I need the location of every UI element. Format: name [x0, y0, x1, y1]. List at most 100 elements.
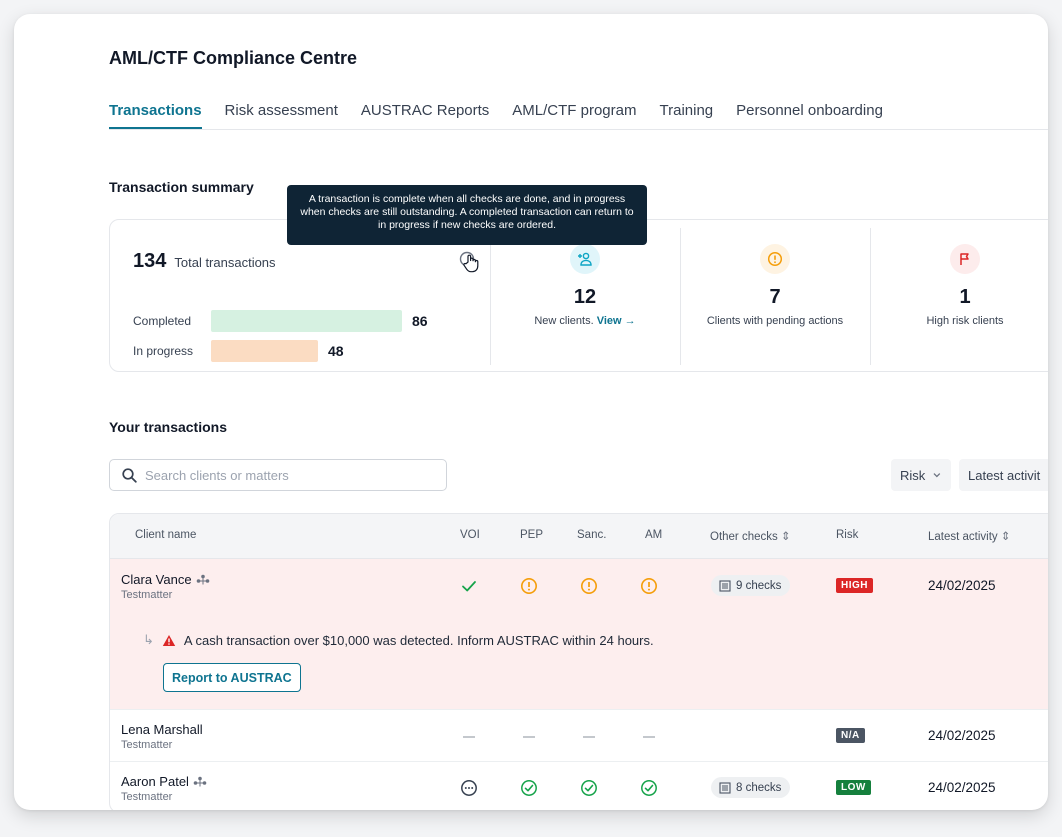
total-label: Total transactions: [174, 255, 276, 270]
latest-activity-date: 24/02/2025: [928, 578, 996, 593]
tab-austrac-reports[interactable]: AUSTRAC Reports: [360, 102, 490, 119]
latest-activity-date: 24/02/2025: [928, 780, 996, 795]
empty-dash: [643, 736, 655, 738]
transactions-table: Client name VOI PEP Sanc. AM Other check…: [109, 513, 1048, 810]
alert-message: ↳ A cash transaction over $10,000 was de…: [143, 632, 654, 648]
reply-arrow-icon: ↳: [143, 632, 154, 647]
completed-label: Completed: [133, 314, 192, 328]
linked-icon: [193, 776, 207, 786]
warning-circle-icon: [521, 578, 537, 594]
more-circle-icon: [461, 780, 477, 796]
search-icon: [122, 467, 137, 483]
client-name-wrap: Aaron Patel: [121, 774, 207, 789]
tab-aml-ctf-program[interactable]: AML/CTF program: [512, 102, 637, 119]
completed-bar: [211, 310, 402, 332]
total-count: 134: [133, 250, 167, 272]
in-progress-label: In progress: [133, 344, 194, 358]
client-name: Lena Marshall: [121, 722, 203, 737]
table-row[interactable]: Lena Marshall Testmatter N/A 24/02/2025: [110, 710, 1048, 762]
divider: [870, 228, 871, 365]
other-checks-pill[interactable]: 9 checks: [711, 575, 791, 596]
other-checks-label: Other checks: [710, 531, 778, 543]
tab-training[interactable]: Training: [659, 102, 714, 119]
warning-circle-icon: [641, 578, 657, 594]
stat-new-clients: 12 New clients. View →: [490, 228, 680, 365]
new-clients-label: New clients.: [534, 315, 594, 327]
matter-name: Testmatter: [121, 791, 173, 803]
latest-activity-date: 24/02/2025: [928, 728, 996, 743]
info-icon[interactable]: [457, 250, 481, 276]
check-circle-icon: [641, 780, 657, 796]
list-icon: [719, 781, 731, 794]
info-tooltip: A transaction is complete when all check…: [287, 185, 647, 245]
in-progress-value: 48: [328, 343, 344, 359]
other-checks-pill[interactable]: 8 checks: [711, 777, 791, 798]
table-header: Client name VOI PEP Sanc. AM Other check…: [110, 514, 1048, 559]
check-circle-icon: [581, 780, 597, 796]
completed-value: 86: [412, 313, 428, 329]
client-name: Aaron Patel: [121, 774, 189, 789]
col-pep: PEP: [520, 529, 544, 541]
check-icon: [462, 581, 476, 592]
latest-activity-label: Latest activity: [928, 531, 998, 543]
matter-name: Testmatter: [121, 589, 173, 601]
col-latest-activity[interactable]: Latest activity ⇕: [928, 529, 1011, 543]
sort-icon: ⇕: [780, 531, 791, 543]
client-cell: Aaron Patel Testmatter: [121, 774, 207, 803]
check-circle-icon: [521, 780, 537, 796]
risk-badge-low: LOW: [836, 780, 871, 795]
client-name-wrap: Clara Vance: [121, 572, 210, 587]
list-icon: [719, 579, 731, 592]
warning-circle-icon: [581, 578, 597, 594]
app-window: AML/CTF Compliance Centre Transactions R…: [14, 14, 1048, 810]
matter-name: Testmatter: [121, 739, 173, 751]
stat-pending-actions: 7 Clients with pending actions: [680, 228, 870, 365]
sort-icon: ⇕: [1000, 531, 1011, 543]
pending-actions-count: 7: [769, 286, 781, 308]
risk-filter-label: Risk: [900, 467, 926, 483]
chevron-down-icon: [933, 473, 941, 478]
pending-actions-label: Clients with pending actions: [706, 315, 844, 327]
table-row[interactable]: Aaron Patel Testmatter 8 checks LOW 24/0…: [110, 762, 1048, 810]
alert-circle-icon: [760, 244, 790, 274]
col-other-checks[interactable]: Other checks ⇕: [710, 529, 791, 543]
tab-transactions[interactable]: Transactions: [109, 102, 202, 129]
new-clients-count: 12: [573, 286, 597, 308]
client-cell: Clara Vance Testmatter: [121, 572, 210, 601]
linked-icon: [196, 574, 209, 584]
col-am: AM: [645, 529, 663, 541]
empty-dash: [583, 736, 595, 738]
risk-badge-high: HIGH: [836, 578, 873, 593]
tab-risk-assessment[interactable]: Risk assessment: [224, 102, 338, 119]
col-sanc: Sanc.: [577, 529, 607, 541]
search-placeholder: Search clients or matters: [145, 467, 289, 483]
latest-sort-label: Latest activit: [968, 467, 1041, 483]
high-risk-count: 1: [959, 286, 971, 308]
latest-activity-sort[interactable]: Latest activit: [959, 459, 1048, 491]
col-client-name: Client name: [135, 529, 197, 541]
completed-row: Completed 86: [133, 310, 428, 332]
tab-personnel-onboarding[interactable]: Personnel onboarding: [736, 102, 883, 119]
view-new-clients-link[interactable]: View →: [596, 315, 636, 327]
table-row[interactable]: Clara Vance Testmatter 9 checks HIGH 24/…: [110, 559, 1048, 710]
empty-dash: [523, 736, 535, 738]
high-risk-label: High risk clients: [926, 315, 1004, 327]
empty-dash: [463, 736, 475, 738]
col-risk: Risk: [836, 529, 859, 541]
alert-text: A cash transaction over $10,000 was dete…: [183, 632, 654, 648]
risk-filter-dropdown[interactable]: Risk: [891, 459, 951, 491]
total-transactions: 134 Total transactions: [133, 250, 276, 273]
checks-count: 8 checks: [736, 781, 782, 794]
divider: [680, 228, 681, 365]
in-progress-bar: [211, 340, 318, 362]
search-input[interactable]: Search clients or matters: [109, 459, 447, 491]
risk-badge-na: N/A: [836, 728, 865, 743]
checks-count: 9 checks: [736, 579, 782, 592]
client-name: Clara Vance: [121, 572, 192, 587]
report-to-austrac-button[interactable]: Report to AUSTRAC: [163, 663, 301, 692]
page-title: AML/CTF Compliance Centre: [109, 48, 358, 68]
stat-high-risk: 1 High risk clients: [870, 228, 1048, 365]
tab-bar: Transactions Risk assessment AUSTRAC Rep…: [109, 102, 1048, 130]
your-transactions-title: Your transactions: [109, 419, 227, 435]
add-user-icon: [570, 244, 600, 274]
